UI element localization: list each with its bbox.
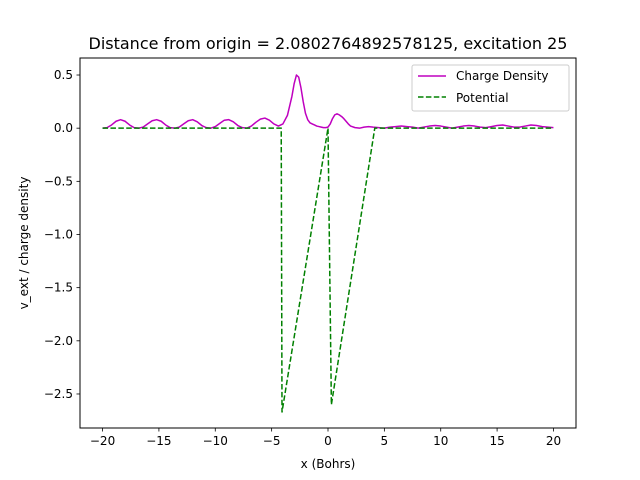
series-line-potential bbox=[102, 127, 554, 413]
x-tick-label: 5 bbox=[381, 434, 389, 448]
x-tick-label: −10 bbox=[203, 434, 228, 448]
series-layer bbox=[102, 74, 554, 413]
plot-area: −20 −15 −10 −5 0 5 10 15 20 0.5 0.0 −0.5 −1.0 −1.5 −2… bbox=[44, 57, 577, 448]
x-axis-label: x (Bohrs) bbox=[301, 457, 356, 471]
y-axis-ticks: 0.5 0.0 −0.5 −1.0 −1.5 −2.0 −2.5 bbox=[44, 68, 80, 401]
x-tick-label: −20 bbox=[90, 434, 115, 448]
legend: Charge Density Potential bbox=[411, 64, 570, 112]
x-tick-label: 10 bbox=[433, 434, 448, 448]
y-tick-label: 0.0 bbox=[54, 121, 73, 135]
y-axis-label: v_ext / charge density bbox=[17, 177, 31, 310]
x-axis-ticks: −20 −15 −10 −5 0 5 10 15 20 bbox=[90, 428, 561, 448]
legend-label-potential: Potential bbox=[456, 91, 509, 105]
y-tick-label: −2.0 bbox=[44, 334, 73, 348]
legend-box bbox=[411, 64, 570, 112]
x-tick-label: 20 bbox=[546, 434, 561, 448]
y-tick-label: 0.5 bbox=[54, 68, 73, 82]
y-tick-label: −0.5 bbox=[44, 174, 73, 188]
x-tick-label: 0 bbox=[324, 434, 332, 448]
legend-label-charge-density: Charge Density bbox=[456, 69, 549, 83]
y-tick-label: −2.5 bbox=[44, 387, 73, 401]
chart-title: Distance from origin = 2.080276489257812… bbox=[89, 34, 568, 53]
x-tick-label: −5 bbox=[263, 434, 281, 448]
x-tick-label: −15 bbox=[146, 434, 171, 448]
x-tick-label: 15 bbox=[489, 434, 504, 448]
y-tick-label: −1.5 bbox=[44, 281, 73, 295]
y-tick-label: −1.0 bbox=[44, 227, 73, 241]
